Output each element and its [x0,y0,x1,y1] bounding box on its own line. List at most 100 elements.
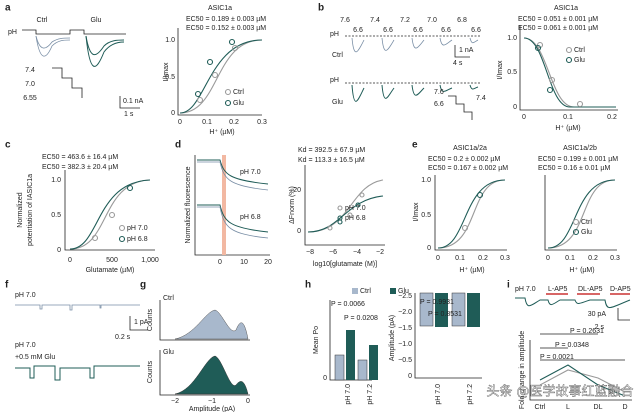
label: EC50 = 463.6 ± 16.4 µM [42,154,118,161]
data-point [224,88,232,96]
tick-label: 1.0 [165,37,175,44]
label: Kd = 392.5 ± 67.9 µM [298,147,365,154]
label: 2 s [595,324,605,331]
tick-label: 0.5 [51,212,61,219]
label: EC50 = 0.152 ± 0.003 µM [186,25,266,32]
chart-title: ASIC1a [208,5,232,12]
tick-label: 20 [293,187,301,194]
tick-label: −2.0 [398,309,412,316]
axis-label: Counts [147,360,154,383]
tick-label: 0.1 [202,119,212,126]
data-point [347,212,353,218]
tick-label: −1 [208,398,216,405]
label: 6.8 [457,17,467,24]
axis-label: H⁺ (µM) [459,267,484,274]
panel-label: a [5,3,11,14]
bar [222,155,226,255]
tick-label: 20 [264,259,272,266]
tick-label: 0.1 [565,255,575,262]
label: 7.0 [427,17,437,24]
tick-label: 10 [240,259,248,266]
data-point [337,205,343,211]
tick-label: 0 [178,119,182,126]
trace [529,340,632,401]
watermark: 头条 @医学故事红蓝融合 [486,384,633,400]
axis-label: Normalized [17,192,24,228]
label: P = 0.8531 [428,311,462,318]
axis-label: Amplitude (pA) [189,406,235,412]
label: 1 nA [459,47,474,54]
legend-entry: Ctrl [581,219,592,226]
trace [197,204,269,233]
data-point [461,224,469,232]
tick-label: 0 [68,257,72,264]
panel-label: h [305,280,311,291]
label: Ctrl [37,17,48,24]
label: 7.2 [400,17,410,24]
label: P = 0.0348 [555,342,589,349]
trace [617,308,630,321]
tick-label: 0.3 [500,255,510,262]
label: P = 0.0208 [344,315,378,322]
label: Glu [163,349,174,356]
trace [307,195,384,233]
data-point [224,99,232,107]
trace [177,28,262,116]
label: DL-AP5 [578,286,603,293]
label: 6.6 [434,101,444,108]
label: P = 0.2631 [570,328,604,335]
data-point [206,58,214,66]
bar [467,293,480,327]
data-point [337,219,343,225]
trace [174,309,249,340]
label: 0.2 s [115,334,131,341]
legend-swatch [352,288,358,294]
data-point [565,56,573,64]
data-point [572,218,580,226]
tick-label: 0 [57,247,61,254]
trace [129,316,148,331]
label: 6.6 [383,27,393,34]
tick-label: L [566,404,570,411]
trace [69,179,151,250]
label: P = 0.0066 [331,301,365,308]
data-point [337,215,343,221]
label: Ctrl [332,52,343,59]
tick-label: 0 [513,104,517,111]
label: D-AP5 [610,286,631,293]
trace [85,35,125,67]
data-point [546,86,554,94]
tick-label: 0.3 [610,255,620,262]
data-point [194,90,202,98]
bar [435,293,448,327]
tick-label: −1.0 [398,341,412,348]
tick-label: 0 [246,398,250,405]
label: Glu [332,99,343,106]
legend-swatch [390,288,396,294]
legend-entry: Ctrl [233,89,244,96]
label: pH [330,77,339,84]
trace [414,293,482,379]
label: P = 0.0021 [540,354,574,361]
panel-label: e [412,140,418,151]
trace [547,179,616,249]
tick-label: 0 [323,375,327,382]
label: pH 7.0 [240,169,261,176]
trace [179,39,263,114]
legend-entry: Glu [581,229,592,236]
label: +0.5 mM Glu [15,354,55,361]
tick-label: D [622,404,627,411]
tick-label: pH 7.2 [367,384,374,405]
trace [174,355,249,395]
trace [351,84,479,102]
tick-label: 0 [171,110,175,117]
legend-entry: Glu [574,57,585,64]
legend-entry: pH 7.0 [127,225,148,232]
axis-label: Amplitude (pA) [389,315,396,361]
label: L-AP5 [548,286,568,293]
data-point [534,44,542,52]
label: 30 pA [588,311,607,318]
trace [35,35,71,57]
data-point [126,184,134,192]
data-point [228,38,236,46]
